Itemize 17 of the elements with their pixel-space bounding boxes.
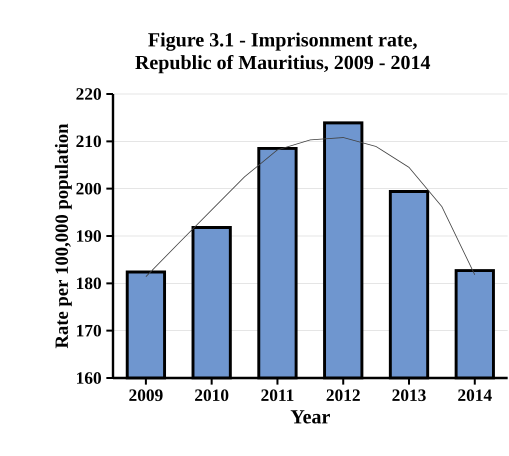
y-tick-label: 190: [77, 230, 101, 242]
y-tick-label: 170: [77, 324, 101, 337]
x-tick-label: 2012: [326, 389, 360, 402]
y-axis-title: Rate per 100,000 population: [54, 124, 72, 348]
x-tick-label: 2011: [261, 389, 294, 402]
x-tick-label: 2009: [129, 389, 163, 402]
y-tick-label: 220: [76, 88, 101, 100]
y-tick-label: 160: [77, 372, 101, 384]
x-tick-label: 2013: [392, 389, 426, 402]
x-axis-title: Year: [290, 410, 330, 424]
y-tick-label: 200: [76, 182, 101, 195]
chart-title: Figure 3.1 - Imprisonment rate, Republic of Mauritius, 2009 - 2014: [135, 32, 430, 74]
x-tick-label: 2010: [195, 389, 228, 402]
y-tick-label: 210: [76, 135, 101, 148]
x-tick-label: 2014: [458, 389, 492, 402]
y-tick-label: 180: [77, 277, 101, 290]
line-series: [145, 137, 476, 278]
